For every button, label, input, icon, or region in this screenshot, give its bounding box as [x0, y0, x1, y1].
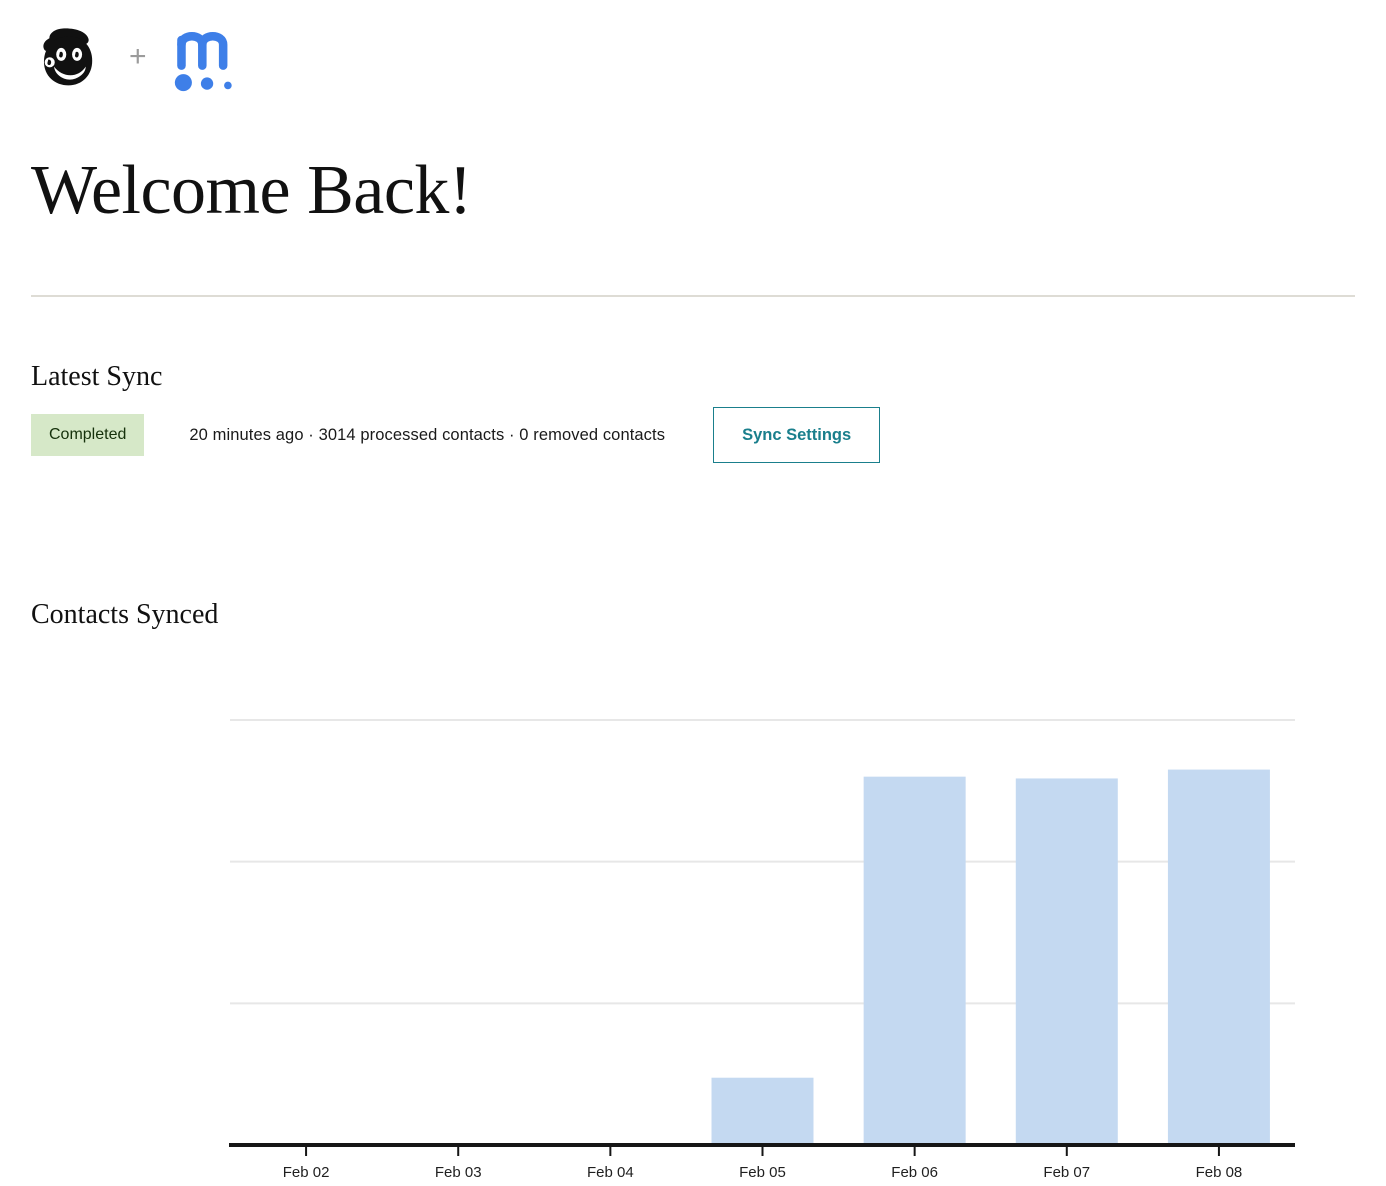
bar[interactable]: [1015, 778, 1118, 1145]
x-axis-label: Feb 07: [1043, 1164, 1090, 1180]
brand-logo-row: +: [31, 18, 243, 98]
bar-chart-svg: Feb 02 Feb 03 Feb 04 Feb 05 Feb 06 Feb 07 Feb …: [229, 719, 1295, 1180]
latest-sync-row: Completed 20 minutes ago · 3014 processe…: [31, 407, 881, 463]
sync-meta-text: 20 minutes ago · 3014 processed contacts…: [189, 425, 666, 444]
page-title: Welcome Back!: [31, 152, 472, 229]
x-axis-label: Feb 04: [587, 1164, 634, 1180]
header-divider: [31, 295, 1355, 297]
bar[interactable]: [1167, 769, 1270, 1145]
x-axis-label: Feb 08: [1196, 1164, 1243, 1180]
latest-sync-heading: Latest Sync: [31, 361, 163, 392]
contacts-synced-chart: Feb 02 Feb 03 Feb 04 Feb 05 Feb 06 Feb 07 Feb …: [31, 660, 1355, 1180]
sync-settings-button[interactable]: Sync Settings: [713, 407, 881, 463]
mailchimp-freddie-icon: [31, 22, 103, 94]
plus-icon: +: [129, 40, 147, 73]
status-badge: Completed: [31, 414, 145, 456]
moosend-m-icon: [173, 22, 243, 94]
x-axis-label: Feb 06: [891, 1164, 938, 1180]
x-axis-label: Feb 02: [283, 1164, 330, 1180]
contacts-synced-heading: Contacts Synced: [31, 599, 219, 630]
x-axis-label: Feb 05: [739, 1164, 786, 1180]
bar[interactable]: [711, 1077, 814, 1145]
bar[interactable]: [863, 776, 966, 1145]
x-axis-label: Feb 03: [435, 1164, 482, 1180]
